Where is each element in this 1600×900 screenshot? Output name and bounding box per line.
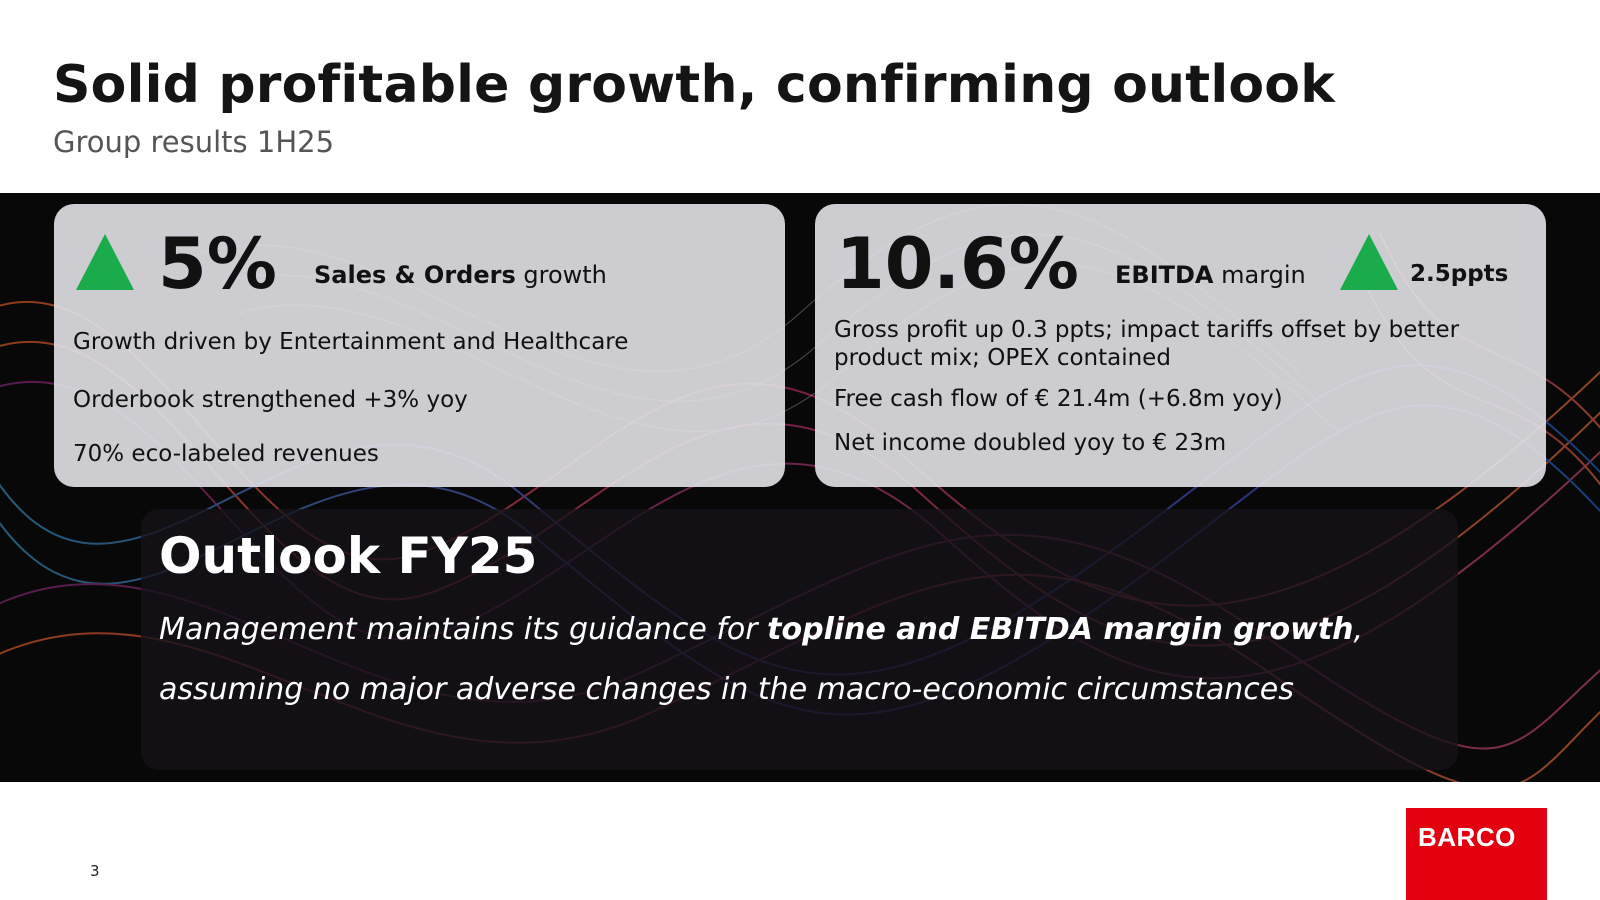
left-point-1: Growth driven by Entertainment and Healt… bbox=[73, 329, 629, 355]
right-point-1: Gross profit up 0.3 ppts; impact tariffs… bbox=[834, 317, 1460, 371]
page-number: 3 bbox=[90, 862, 100, 880]
trend-up-icon bbox=[1340, 234, 1398, 290]
sales-growth-label: Sales & Orders growth bbox=[314, 261, 607, 289]
sales-growth-value: 5% bbox=[158, 223, 277, 305]
slide-subtitle: Group results 1H25 bbox=[53, 125, 335, 159]
right-point-3: Net income doubled yoy to € 23m bbox=[834, 430, 1227, 456]
barco-logo: BARCO bbox=[1406, 808, 1547, 900]
ebitda-margin-value: 10.6% bbox=[836, 223, 1079, 305]
trend-up-icon bbox=[76, 234, 134, 290]
hero-band: 5% Sales & Orders growth Growth driven b… bbox=[0, 193, 1600, 782]
slide-title: Solid profitable growth, confirming outl… bbox=[53, 55, 1335, 115]
barco-logo-text: BARCO bbox=[1418, 822, 1516, 852]
outlook-line-2: assuming no major adverse changes in the… bbox=[159, 672, 1294, 707]
outlook-panel: Outlook FY25 Management maintains its gu… bbox=[141, 509, 1458, 770]
ebitda-delta: 2.5ppts bbox=[1410, 261, 1509, 287]
outlook-title: Outlook FY25 bbox=[159, 527, 538, 585]
left-point-3: 70% eco-labeled revenues bbox=[73, 441, 379, 467]
right-point-2: Free cash flow of € 21.4m (+6.8m yoy) bbox=[834, 386, 1283, 412]
left-point-2: Orderbook strengthened +3% yoy bbox=[73, 387, 468, 413]
ebitda-margin-label: EBITDA margin bbox=[1115, 261, 1306, 289]
outlook-line-1: Management maintains its guidance for to… bbox=[159, 612, 1364, 647]
sales-orders-card: 5% Sales & Orders growth Growth driven b… bbox=[54, 204, 785, 487]
ebitda-card: 10.6% EBITDA margin 2.5ppts Gross profit… bbox=[815, 204, 1546, 487]
